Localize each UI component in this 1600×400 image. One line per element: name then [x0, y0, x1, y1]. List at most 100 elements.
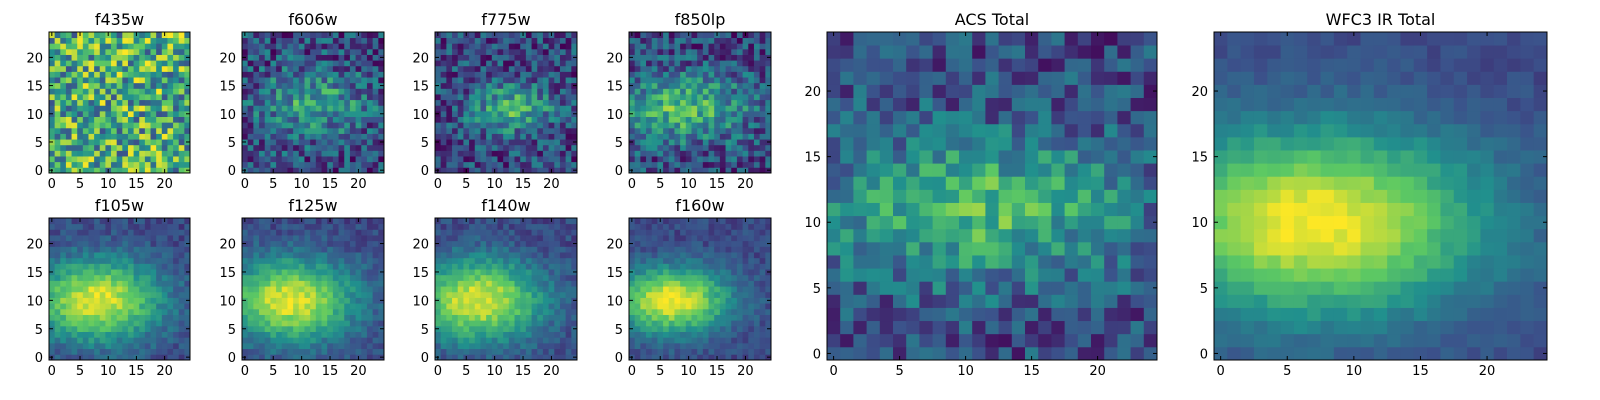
heatmap-cell — [247, 354, 254, 361]
heatmap-cell — [554, 246, 561, 253]
heatmap-cell — [304, 240, 311, 247]
heatmap-cell — [60, 269, 67, 276]
heatmap-cell — [99, 48, 106, 55]
heatmap-cell — [321, 218, 328, 225]
heatmap-cell — [156, 133, 163, 140]
heatmap-cell — [139, 337, 146, 344]
heatmap-cell — [122, 263, 129, 270]
heatmap-cell — [702, 144, 709, 151]
heatmap-cell — [77, 291, 84, 298]
heatmap-cell — [111, 337, 118, 344]
heatmap-cell — [565, 144, 572, 151]
heatmap-cell — [697, 348, 704, 355]
heatmap-cell — [60, 218, 67, 225]
heatmap-cell — [173, 54, 180, 61]
heatmap-cell — [753, 156, 761, 163]
heatmap-cell — [565, 65, 572, 72]
heatmap-cell — [264, 60, 271, 67]
heatmap-cell — [452, 297, 459, 304]
heatmap-cell — [264, 218, 271, 225]
heatmap-cell — [184, 257, 191, 264]
heatmap-cell — [156, 263, 163, 270]
heatmap-cell — [640, 342, 647, 350]
heatmap-cell — [503, 156, 510, 163]
heatmap-cell — [253, 94, 260, 101]
heatmap-cell — [742, 110, 749, 117]
heatmap-cell — [65, 116, 72, 123]
heatmap-cell — [525, 297, 532, 304]
heatmap-cell — [88, 303, 95, 310]
y-tick-label: 5 — [35, 323, 43, 338]
heatmap-cell — [440, 156, 447, 163]
heatmap-cell — [167, 88, 174, 95]
heatmap-cell — [372, 252, 379, 259]
heatmap-cell — [366, 257, 374, 264]
heatmap-cell — [537, 280, 544, 287]
heatmap-cell — [133, 257, 140, 264]
heatmap-cell — [372, 286, 379, 293]
heatmap-cell — [765, 308, 772, 315]
heatmap-cell — [725, 286, 732, 293]
heatmap-cell — [640, 337, 647, 344]
heatmap-cell — [463, 320, 470, 327]
heatmap-cell — [571, 337, 578, 344]
heatmap-cell — [753, 354, 761, 361]
heatmap-cell — [304, 60, 311, 67]
heatmap-cell — [491, 105, 498, 112]
heatmap-cell — [344, 88, 351, 95]
heatmap-cell — [184, 71, 191, 78]
heatmap-cell — [349, 274, 356, 281]
heatmap-cell — [139, 257, 146, 264]
heatmap-cell — [111, 303, 118, 310]
heatmap-cell — [99, 144, 106, 151]
heatmap-cell — [742, 48, 749, 55]
heatmap-cell — [94, 48, 101, 55]
heatmap-cell — [349, 303, 356, 310]
heatmap-cell — [457, 223, 464, 230]
heatmap-cell — [99, 88, 106, 95]
heatmap-cell — [94, 257, 101, 264]
heatmap-cell — [355, 337, 362, 344]
heatmap-cell — [719, 127, 726, 134]
heatmap-cell — [486, 54, 493, 61]
heatmap-cell — [270, 65, 277, 72]
x-tick-label: 10 — [680, 177, 697, 192]
heatmap-cell — [88, 60, 95, 67]
x-tick-label: 5 — [76, 364, 84, 379]
heatmap-cell — [435, 99, 442, 106]
heatmap-cell — [298, 286, 305, 293]
heatmap-cell — [242, 43, 249, 50]
heatmap-cell — [554, 280, 561, 287]
heatmap-cell — [122, 32, 129, 39]
heatmap-cell — [663, 348, 670, 355]
heatmap-cell — [253, 161, 260, 168]
heatmap-cell — [440, 235, 447, 242]
heatmap-cell — [765, 94, 772, 101]
heatmap-cell — [554, 144, 561, 151]
heatmap-cell — [88, 235, 95, 242]
heatmap-cell — [372, 144, 379, 151]
heatmap-cell — [111, 133, 118, 140]
heatmap-cell — [281, 314, 288, 321]
heatmap-cell — [736, 110, 743, 117]
heatmap-cell — [646, 133, 653, 140]
heatmap-cell — [344, 337, 351, 344]
heatmap-cell — [657, 65, 664, 72]
heatmap-cell — [71, 150, 78, 157]
heatmap-cell — [139, 82, 146, 89]
heatmap-cell — [49, 303, 56, 310]
heatmap-cell — [161, 161, 168, 168]
heatmap-cell — [559, 320, 567, 327]
heatmap-cell — [372, 235, 379, 242]
heatmap-cell — [105, 229, 112, 236]
heatmap-cell — [173, 274, 180, 281]
heatmap-cell — [503, 94, 510, 101]
heatmap-cell — [440, 94, 447, 101]
heatmap-cell — [105, 280, 112, 287]
heatmap-cell — [372, 65, 379, 72]
heatmap-cell — [731, 314, 738, 321]
heatmap-cell — [674, 280, 681, 287]
y-tick-label: 10 — [26, 108, 43, 123]
heatmap-cell — [663, 139, 670, 146]
heatmap-cell — [71, 65, 78, 72]
